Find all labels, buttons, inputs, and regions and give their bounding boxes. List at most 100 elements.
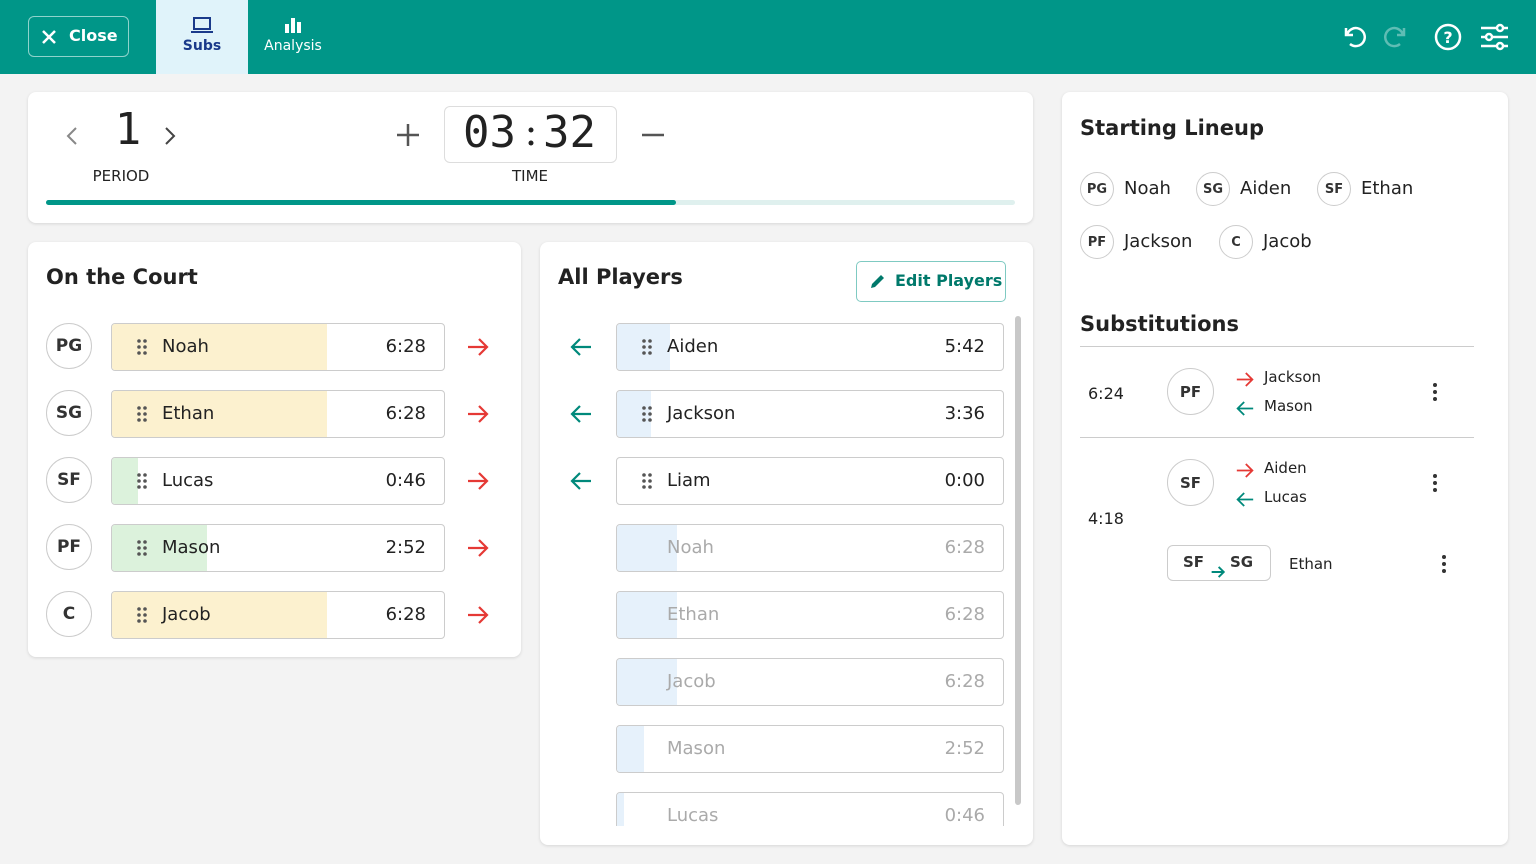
sub-in-arrow-glyph bbox=[570, 338, 591, 356]
sub-out-arrow-glyph bbox=[468, 606, 489, 624]
sub-out-arrow[interactable] bbox=[467, 606, 489, 628]
plus[interactable] bbox=[397, 124, 419, 146]
sub-out-arrow[interactable] bbox=[467, 539, 489, 561]
more-menu[interactable] bbox=[1432, 473, 1438, 497]
sub-out: Aiden bbox=[1264, 459, 1307, 477]
player-row[interactable]: Lucas 0:46 bbox=[616, 792, 1004, 826]
court-card: On the Court PG Noah 6:28 SG Ethan 6:28 SF Luca… bbox=[28, 242, 521, 657]
player-row[interactable]: Jackson 3:36 bbox=[616, 390, 1004, 438]
player-name: Aiden bbox=[667, 336, 719, 357]
swap-player: Ethan bbox=[1289, 555, 1333, 573]
player-name: Jacob bbox=[162, 604, 211, 625]
players-list: Aiden 5:42 Jackson 3:36 Liam 0:00 Noah 6:28 Etha… bbox=[540, 316, 1033, 826]
period-arrows bbox=[66, 127, 176, 145]
sub-time: 6:24 bbox=[1088, 384, 1124, 403]
player-time: 0:46 bbox=[385, 470, 426, 491]
in-arrow-glyph bbox=[1236, 492, 1254, 507]
sub-in-arrow-glyph bbox=[570, 472, 591, 490]
divider bbox=[1080, 346, 1474, 347]
player-time: 3:36 bbox=[944, 403, 985, 424]
sub-in-arrow[interactable] bbox=[570, 405, 592, 427]
sub-out-arrow[interactable] bbox=[467, 338, 489, 360]
next-period[interactable] bbox=[165, 127, 176, 145]
player-row[interactable]: Noah 6:28 bbox=[616, 524, 1004, 572]
time-buttons bbox=[397, 124, 664, 146]
edit-players-button[interactable]: Edit Players bbox=[856, 261, 1006, 302]
minutes: 03 bbox=[463, 107, 516, 158]
sub-in-arrow[interactable] bbox=[570, 472, 592, 494]
clock-card: 1 PERIOD 03 32 TIME bbox=[28, 92, 1033, 223]
sub-out-arrow[interactable] bbox=[467, 472, 489, 494]
drag-handle bbox=[136, 406, 148, 426]
period-value: 1 bbox=[114, 104, 142, 155]
player-row[interactable]: Noah 6:28 bbox=[111, 323, 445, 371]
player-time: 6:28 bbox=[944, 604, 985, 625]
sub-in-arrow[interactable] bbox=[570, 338, 592, 360]
in-arrow-glyph bbox=[1236, 401, 1254, 416]
time-bar bbox=[617, 726, 644, 772]
prev-period[interactable] bbox=[66, 127, 77, 145]
undo-icon[interactable] bbox=[1344, 26, 1366, 48]
time-bar bbox=[617, 592, 678, 638]
lineup-position: C bbox=[1219, 225, 1253, 259]
more-menu[interactable] bbox=[1432, 382, 1438, 406]
drag-handle bbox=[641, 339, 653, 359]
players-title: All Players bbox=[558, 265, 683, 289]
help-icon[interactable]: ? bbox=[1434, 23, 1462, 51]
player-time: 6:28 bbox=[944, 537, 985, 558]
player-row[interactable]: Jacob 6:28 bbox=[111, 591, 445, 639]
close-button[interactable]: Close bbox=[28, 16, 129, 57]
player-row[interactable]: Liam 0:00 bbox=[616, 457, 1004, 505]
drag-handle bbox=[136, 540, 148, 560]
player-time: 5:42 bbox=[944, 336, 985, 357]
player-row[interactable]: Ethan 6:28 bbox=[616, 591, 1004, 639]
drag-handle bbox=[136, 473, 148, 493]
position-badge: PG bbox=[46, 323, 92, 369]
analysis-tab[interactable]: Analysis bbox=[248, 0, 338, 74]
lineup-title: Starting Lineup bbox=[1080, 116, 1264, 140]
player-time: 0:00 bbox=[944, 470, 985, 491]
time-display: 03 32 bbox=[444, 106, 617, 163]
player-row[interactable]: Jacob 6:28 bbox=[616, 658, 1004, 706]
out-arrow bbox=[1236, 372, 1254, 391]
drag-handle-glyph bbox=[137, 339, 147, 355]
time-bar bbox=[617, 793, 625, 826]
redo-icon[interactable] bbox=[1384, 26, 1406, 48]
sub-position: PF bbox=[1167, 368, 1214, 415]
close-label: Close bbox=[69, 26, 118, 45]
player-row[interactable]: Mason 2:52 bbox=[111, 524, 445, 572]
period-label: PERIOD bbox=[92, 167, 150, 185]
player-row[interactable]: Aiden 5:42 bbox=[616, 323, 1004, 371]
position-badge: C bbox=[46, 591, 92, 637]
player-row[interactable]: Mason 2:52 bbox=[616, 725, 1004, 773]
scrollbar[interactable] bbox=[1015, 316, 1021, 805]
in-arrow bbox=[1236, 401, 1254, 420]
position-swap: SF SG bbox=[1167, 545, 1271, 581]
lineup-position: SF bbox=[1317, 172, 1351, 206]
lineup-position: SG bbox=[1196, 172, 1230, 206]
time-bar bbox=[617, 525, 678, 571]
settings-icon[interactable] bbox=[1481, 23, 1508, 51]
close-icon bbox=[42, 30, 56, 44]
sub-out-arrow-glyph bbox=[468, 338, 489, 356]
drag-handle-glyph bbox=[642, 406, 652, 422]
progress-fill bbox=[46, 200, 676, 205]
drag-handle-glyph bbox=[137, 406, 147, 422]
sub-position: SF bbox=[1167, 459, 1214, 506]
player-name: Jacob bbox=[667, 671, 716, 692]
out-arrow-glyph bbox=[1236, 463, 1254, 478]
time-bar bbox=[112, 525, 208, 571]
time-bar bbox=[112, 391, 328, 437]
analysis-icon bbox=[285, 18, 301, 33]
time-bar bbox=[112, 592, 328, 638]
sub-out-arrow-glyph bbox=[468, 472, 489, 490]
more-menu[interactable] bbox=[1441, 554, 1447, 578]
player-name: Ethan bbox=[162, 403, 215, 424]
player-row[interactable]: Lucas 0:46 bbox=[111, 457, 445, 505]
player-time: 6:28 bbox=[944, 671, 985, 692]
player-row[interactable]: Ethan 6:28 bbox=[111, 390, 445, 438]
player-name: Lucas bbox=[162, 470, 214, 491]
sub-out-arrow[interactable] bbox=[467, 405, 489, 427]
subs-tab[interactable]: Subs bbox=[156, 0, 248, 74]
